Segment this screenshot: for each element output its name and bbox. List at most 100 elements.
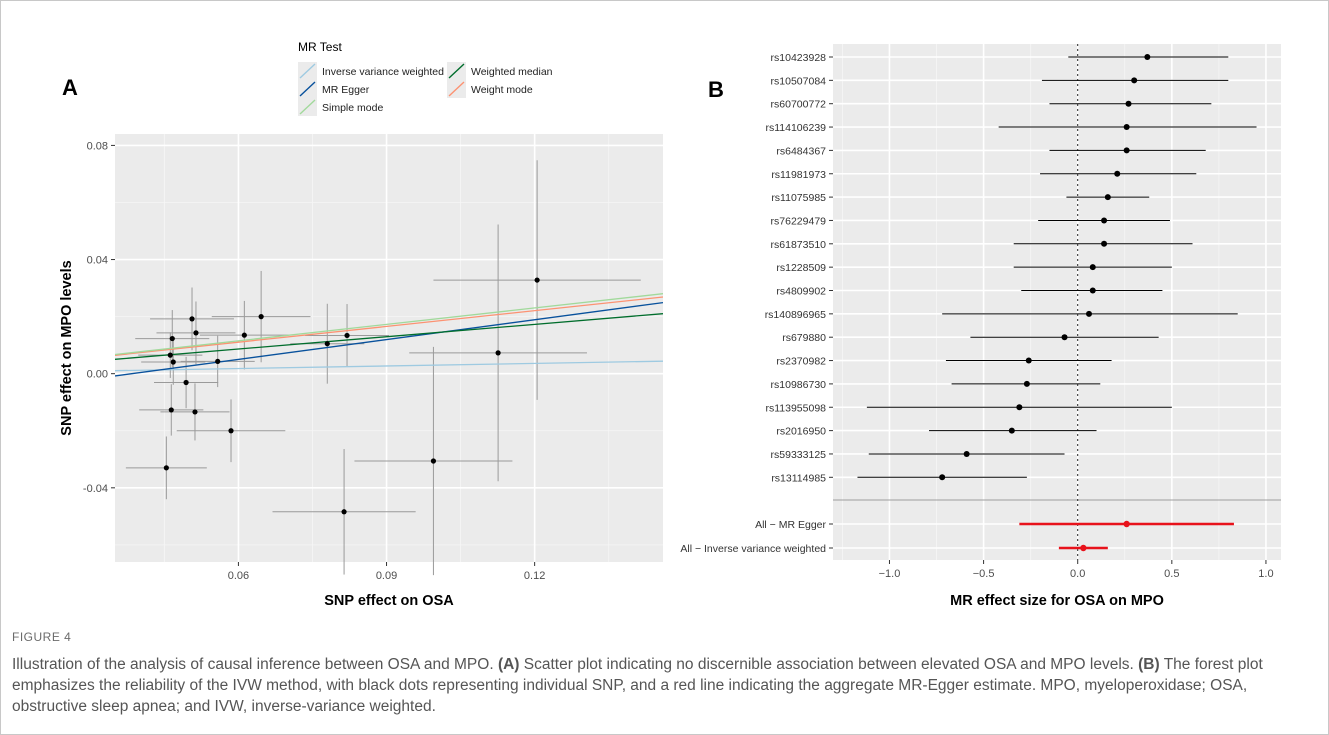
figure-label: FIGURE 4	[12, 630, 72, 644]
caption-b-tag: (B)	[1138, 656, 1160, 673]
data-point	[167, 352, 173, 358]
legend-entry-label: MR Egger	[322, 84, 370, 96]
legend-entry-label: Weighted median	[471, 66, 553, 78]
caption-a-text: Scatter plot indicating no discernible a…	[523, 656, 1134, 673]
y-tick-label: 0.04	[87, 255, 108, 267]
snp-estimate-point	[939, 474, 946, 481]
snp-estimate-point	[1016, 404, 1023, 411]
snp-label: rs61873510	[771, 239, 827, 251]
snp-label: rs113955098	[765, 402, 826, 414]
snp-label: rs4809902	[776, 286, 826, 298]
snp-estimate-point	[1061, 334, 1068, 341]
data-point	[341, 509, 347, 515]
legend-key-line	[299, 99, 316, 115]
x-tick-label: 1.0	[1258, 568, 1273, 580]
snp-label: rs2370982	[776, 356, 826, 368]
data-point	[170, 359, 176, 365]
snp-estimate-point	[963, 450, 970, 457]
scatter-plot-panel-a: 0.06 0.09 0.12 -0.04 0.00 0.04 0.08 SNP effect …	[59, 40, 663, 609]
legend-key-line	[299, 81, 316, 97]
summary-label: All − MR Egger	[755, 519, 826, 531]
snp-label: rs76229479	[771, 215, 827, 227]
summary-estimate-point	[1080, 544, 1087, 552]
snp-label: rs60700772	[771, 99, 827, 111]
data-point	[324, 341, 330, 347]
snp-label: rs6484367	[776, 145, 826, 157]
legend-title: MR Test	[298, 40, 342, 54]
snp-estimate-point	[1008, 427, 1015, 434]
data-point	[168, 407, 174, 413]
snp-estimate-point	[1023, 380, 1030, 387]
regression-line	[115, 296, 663, 356]
x-tick-label: 0.12	[524, 570, 545, 582]
snp-estimate-point	[1089, 287, 1096, 294]
legend-key-line	[299, 63, 316, 79]
x-tick-label: −1.0	[879, 568, 901, 580]
caption-b-text: The forest plot emphasizes the reliabili…	[12, 656, 1263, 715]
snp-estimate-point	[1123, 124, 1130, 131]
regression-line	[115, 301, 663, 377]
snp-estimate-point	[1114, 170, 1121, 177]
data-point	[258, 314, 264, 320]
snp-estimate-point	[1101, 240, 1108, 247]
summary-label: All − Inverse variance weighted	[680, 543, 826, 555]
snp-estimate-point	[1125, 100, 1132, 107]
regression-line	[115, 360, 663, 372]
legend-key-line	[448, 63, 465, 79]
snp-label: rs10986730	[771, 379, 827, 391]
y-tick-label: -0.04	[83, 483, 108, 495]
legend-entry-label: Weight mode	[471, 84, 533, 96]
snp-estimate-point	[1104, 194, 1111, 201]
data-point	[228, 428, 234, 434]
data-point	[192, 409, 198, 415]
figure-caption: Illustration of the analysis of causal i…	[12, 654, 1312, 717]
legend-key-line	[448, 81, 465, 97]
data-point	[430, 458, 437, 464]
data-point	[163, 465, 169, 471]
snp-label: rs10423928	[771, 52, 827, 64]
regression-line	[115, 313, 663, 360]
snp-estimate-point	[1131, 77, 1138, 84]
x-tick-label: 0.0	[1070, 568, 1085, 580]
snp-estimate-point	[1089, 264, 1096, 271]
data-point	[189, 316, 195, 322]
data-point	[534, 277, 540, 283]
x-axis-title: MR effect size for OSA on MPO	[950, 593, 1164, 609]
caption-intro: Illustration of the analysis of causal i…	[12, 656, 494, 673]
data-point	[344, 332, 350, 339]
x-tick-label: −0.5	[973, 568, 995, 580]
snp-label: rs140896965	[765, 309, 826, 321]
data-point	[169, 335, 175, 342]
snp-label: rs13114985	[771, 472, 826, 484]
snp-label: rs10507084	[771, 75, 827, 87]
snp-estimate-point	[1123, 147, 1130, 154]
snp-label: rs11981973	[771, 169, 826, 181]
plot-background	[833, 44, 1281, 560]
legend-entry-label: Inverse variance weighted	[322, 66, 444, 78]
y-axis-title: SNP effect on MPO levels	[59, 260, 75, 435]
data-point	[183, 379, 189, 386]
snp-estimate-point	[1101, 217, 1108, 224]
data-point	[241, 332, 247, 338]
snp-label: rs2016950	[776, 426, 826, 438]
x-tick-label: 0.06	[228, 570, 249, 582]
y-tick-label: 0.00	[87, 369, 108, 381]
summary-estimate-point	[1123, 520, 1130, 528]
x-tick-label: 0.5	[1164, 568, 1179, 580]
forest-plot-panel-b: −1.0 −0.5 0.0 0.5 1.0 rs10423928 rs10507084 rs6…	[680, 44, 1281, 609]
regression-line	[115, 293, 663, 356]
data-point	[495, 350, 501, 356]
x-tick-label: 0.09	[376, 570, 397, 582]
x-axis-title: SNP effect on OSA	[324, 593, 454, 609]
data-point	[215, 358, 221, 365]
snp-label: rs1228509	[776, 262, 826, 274]
panel-label-b: B	[708, 77, 724, 102]
snp-estimate-point	[1086, 310, 1092, 317]
snp-label: rs59333125	[771, 449, 827, 461]
legend-entry-label: Simple mode	[322, 102, 383, 114]
caption-a-tag: (A)	[497, 656, 520, 673]
data-point	[193, 330, 199, 336]
plot-background	[115, 134, 663, 562]
snp-label: rs679880	[782, 332, 826, 344]
snp-label: rs11075985	[771, 192, 826, 204]
